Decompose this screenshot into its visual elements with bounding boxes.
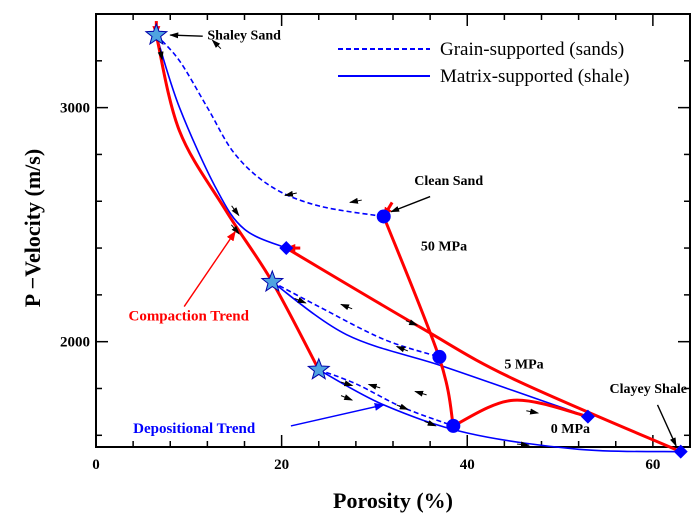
axis-ticks — [95, 13, 691, 447]
direction-arrow — [211, 39, 222, 50]
direction-arrow — [395, 346, 409, 353]
tick-labels: 0 20 40 60 2000 3000 — [60, 101, 660, 473]
direction-arrows — [157, 39, 540, 448]
annotation-arrow-clean-sand — [390, 195, 431, 213]
annotation-arrow-clayey-shale — [656, 404, 677, 447]
star-marker — [144, 22, 169, 46]
diamond-marker — [279, 241, 294, 256]
direction-arrow — [414, 390, 427, 397]
matrix-supported-curve — [318, 369, 681, 453]
grain-supported-curve — [271, 281, 440, 358]
direction-arrow — [367, 383, 381, 390]
y-axis-label: P −Velocity (m/s) — [20, 149, 45, 307]
annotation-arrow-shaley-sand — [169, 32, 203, 39]
compaction-curve — [285, 246, 682, 454]
x-axis-label: Porosity (%) — [333, 488, 453, 513]
x-tick-label: 20 — [274, 457, 289, 473]
direction-arrow — [424, 420, 437, 427]
annotation-arrow-compaction-trend — [183, 230, 236, 307]
annotation-mpa-5: 5 MPa — [504, 358, 543, 373]
y-tick-label: 2000 — [60, 335, 90, 351]
star-marker — [260, 269, 285, 293]
annotation-depositional-trend: Depositional Trend — [133, 421, 256, 437]
compaction-curve — [382, 215, 455, 427]
markers-layer — [144, 22, 688, 459]
direction-arrow — [405, 319, 419, 326]
x-tick-label: 0 — [92, 457, 100, 473]
legend: Grain-supported (sands) Matrix-supported… — [338, 39, 629, 87]
star-marker — [306, 357, 331, 380]
direction-arrow — [349, 197, 362, 204]
grain-supported-curve — [155, 34, 384, 218]
direction-arrow — [516, 441, 530, 448]
annotation-mpa-50: 50 MPa — [421, 239, 467, 254]
direction-arrow — [340, 303, 353, 311]
circle-marker — [376, 209, 391, 224]
diamond-marker — [580, 409, 595, 424]
annotation-clean-sand: Clean Sand — [414, 174, 483, 189]
x-tick-label: 40 — [460, 457, 475, 473]
matrix-supported-curve — [155, 34, 287, 249]
direction-arrow — [294, 297, 307, 304]
annotation-compaction-trend: Compaction Trend — [128, 309, 249, 325]
circle-marker — [446, 418, 461, 433]
diamond-marker — [673, 444, 688, 459]
circle-marker — [432, 349, 447, 364]
matrix-supported-curve — [271, 281, 589, 418]
direction-arrow — [231, 205, 240, 217]
annotation-arrow-depositional-trend — [290, 402, 385, 427]
legend-label-grain-supported: Grain-supported (sands) — [440, 39, 624, 60]
direction-arrow — [284, 190, 297, 197]
annotation-clayey-shale: Clayey Shale — [610, 382, 687, 397]
direction-arrow — [340, 394, 354, 401]
direction-arrow — [526, 408, 540, 415]
series-layer — [152, 21, 682, 454]
compaction-curve — [154, 34, 321, 371]
y-tick-label: 3000 — [60, 101, 90, 117]
annotation-mpa-0: 0 MPa — [551, 422, 590, 437]
direction-arrow — [340, 380, 354, 387]
direction-arrow — [230, 224, 240, 235]
legend-label-matrix-supported: Matrix-supported (shale) — [440, 66, 629, 87]
direction-arrow — [396, 403, 409, 410]
x-tick-label: 60 — [645, 457, 660, 473]
direction-arrow — [157, 47, 164, 61]
compaction-curve — [452, 398, 589, 428]
grain-supported-curve — [318, 369, 454, 427]
annotation-shaley-sand: Shaley Sand — [207, 29, 281, 44]
annotations-layer: Shaley Sand Clean Sand 50 MPa 5 MPa 0 MPa Cla… — [128, 29, 687, 447]
